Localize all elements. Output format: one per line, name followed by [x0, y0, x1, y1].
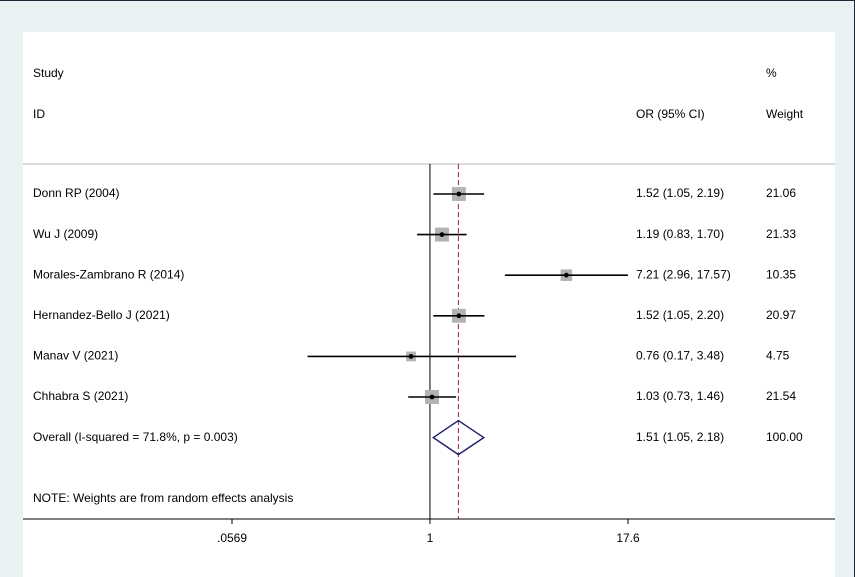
study-ci-text: 1.19 (0.83, 1.70)	[636, 227, 724, 241]
study-label: Morales-Zambrano R (2014)	[33, 267, 184, 281]
study-point	[429, 394, 435, 400]
header-study-label: Study	[33, 66, 64, 80]
study-label: Wu J (2009)	[33, 227, 98, 241]
study-weight-text: 21.33	[766, 227, 796, 241]
study-label: Manav V (2021)	[33, 349, 118, 363]
study-weight-text: 20.97	[766, 308, 796, 322]
overall-ci-text: 1.51 (1.05, 2.18)	[636, 430, 724, 444]
study-ci-text: 1.52 (1.05, 2.20)	[636, 308, 724, 322]
overall-label: Overall (I-squared = 71.8%, p = 0.003)	[33, 430, 238, 444]
study-point	[439, 232, 445, 238]
top-border	[0, 0, 855, 1]
study-label: Hernandez-Bello J (2021)	[33, 308, 170, 322]
study-weight-text: 21.06	[766, 186, 796, 200]
overall-weight-text: 100.00	[766, 430, 803, 444]
study-ci-text: 7.21 (2.96, 17.57)	[636, 267, 731, 281]
header-id-label: ID	[33, 107, 45, 121]
plot-panel	[23, 32, 835, 577]
study-label: Chhabra S (2021)	[33, 389, 128, 403]
header-weight-label: Weight	[766, 107, 804, 121]
study-point	[456, 313, 462, 319]
study-label: Donn RP (2004)	[33, 186, 120, 200]
study-ci-text: 1.52 (1.05, 2.19)	[636, 186, 724, 200]
study-weight-text: 10.35	[766, 267, 796, 281]
study-ci-text: 1.03 (0.73, 1.46)	[636, 389, 724, 403]
x-tick-label: 17.6	[616, 531, 640, 545]
study-point	[408, 354, 414, 359]
study-ci-text: 0.76 (0.17, 3.48)	[636, 349, 724, 363]
x-tick-label: 1	[427, 531, 434, 545]
overall-diamond	[432, 419, 486, 456]
study-point	[563, 272, 569, 278]
header-or-label: OR (95% CI)	[636, 107, 705, 121]
study-weight-text: 21.54	[766, 389, 796, 403]
weights-note: NOTE: Weights are from random effects an…	[33, 491, 293, 505]
header-percent-label: %	[766, 66, 777, 80]
study-point	[456, 191, 462, 197]
x-tick-label: .0569	[217, 531, 247, 545]
study-weight-text: 4.75	[766, 349, 790, 363]
